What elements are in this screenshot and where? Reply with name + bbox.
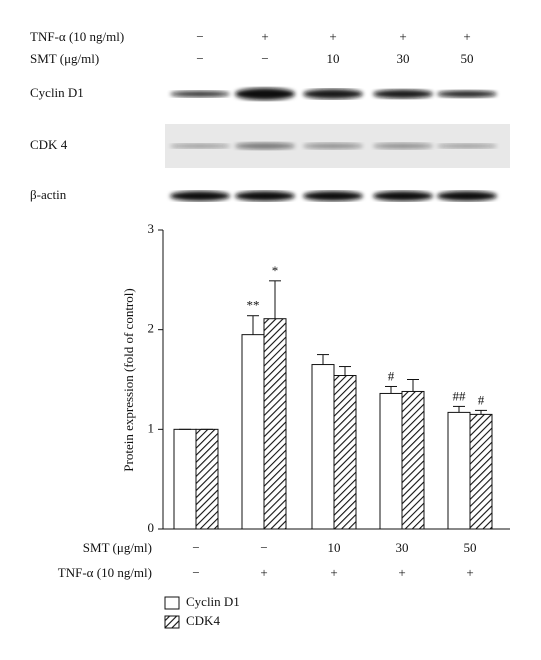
condition-value: 10 bbox=[328, 540, 341, 555]
blot-band-label: β-actin bbox=[30, 187, 67, 202]
blot-band bbox=[303, 191, 363, 201]
y-tick-label: 1 bbox=[148, 420, 155, 435]
condition-value: + bbox=[330, 565, 337, 580]
y-axis-label: Protein expression (fold of control) bbox=[121, 288, 136, 471]
bar bbox=[401, 390, 425, 530]
significance-label: * bbox=[272, 263, 279, 278]
blot-condition-value: + bbox=[399, 29, 406, 44]
condition-value: − bbox=[260, 540, 267, 555]
condition-value: + bbox=[466, 565, 473, 580]
y-tick-label: 2 bbox=[148, 321, 155, 336]
condition-label: TNF-α (10 ng/ml) bbox=[58, 565, 152, 580]
y-tick-label: 3 bbox=[148, 221, 155, 236]
condition-value: 50 bbox=[464, 540, 477, 555]
blot-band bbox=[235, 88, 295, 100]
blot-condition-value: 10 bbox=[327, 51, 340, 66]
blot-band-label: Cyclin D1 bbox=[30, 85, 84, 100]
condition-value: + bbox=[260, 565, 267, 580]
blot-condition-value: + bbox=[463, 29, 470, 44]
bar bbox=[263, 318, 287, 530]
blot-condition-label: TNF-α (10 ng/ml) bbox=[30, 29, 124, 44]
blot-condition-value: + bbox=[261, 29, 268, 44]
significance-label: # bbox=[388, 368, 395, 383]
legend-swatch bbox=[164, 615, 180, 629]
bar bbox=[447, 411, 471, 530]
bar bbox=[241, 334, 265, 530]
blot-band bbox=[373, 89, 433, 99]
blot-condition-value: − bbox=[196, 29, 203, 44]
blot-band bbox=[437, 143, 497, 149]
condition-label: SMT (μg/ml) bbox=[83, 540, 152, 555]
blot-band bbox=[235, 142, 295, 150]
blot-band bbox=[303, 143, 363, 149]
blot-condition-value: 30 bbox=[397, 51, 410, 66]
legend-label: Cyclin D1 bbox=[186, 594, 240, 609]
blot-band bbox=[170, 143, 230, 149]
blot-band bbox=[303, 89, 363, 99]
blot-condition-value: − bbox=[196, 51, 203, 66]
bar bbox=[195, 428, 219, 530]
blot-band bbox=[373, 191, 433, 201]
bar bbox=[173, 428, 197, 530]
bar bbox=[379, 392, 403, 530]
blot-condition-value: + bbox=[329, 29, 336, 44]
condition-value: 30 bbox=[396, 540, 409, 555]
blot-band bbox=[170, 91, 230, 97]
condition-value: − bbox=[192, 565, 199, 580]
condition-value: − bbox=[192, 540, 199, 555]
blot-condition-value: − bbox=[261, 51, 268, 66]
blot-band bbox=[235, 191, 295, 201]
blot-band bbox=[437, 90, 497, 98]
blot-band bbox=[373, 143, 433, 149]
blot-band bbox=[437, 191, 497, 201]
significance-label: ## bbox=[453, 388, 467, 403]
blot-condition-label: SMT (μg/ml) bbox=[30, 51, 99, 66]
blot-condition-value: 50 bbox=[461, 51, 474, 66]
bar bbox=[469, 413, 493, 530]
bar bbox=[333, 375, 357, 530]
legend-label: CDK4 bbox=[186, 613, 220, 628]
blot-band-label: CDK 4 bbox=[30, 137, 68, 152]
blot-band bbox=[170, 191, 230, 201]
legend-swatch bbox=[164, 596, 180, 610]
condition-value: + bbox=[398, 565, 405, 580]
significance-label: ** bbox=[247, 298, 260, 313]
y-tick-label: 0 bbox=[148, 520, 155, 535]
bar bbox=[311, 364, 335, 530]
significance-label: # bbox=[478, 392, 485, 407]
